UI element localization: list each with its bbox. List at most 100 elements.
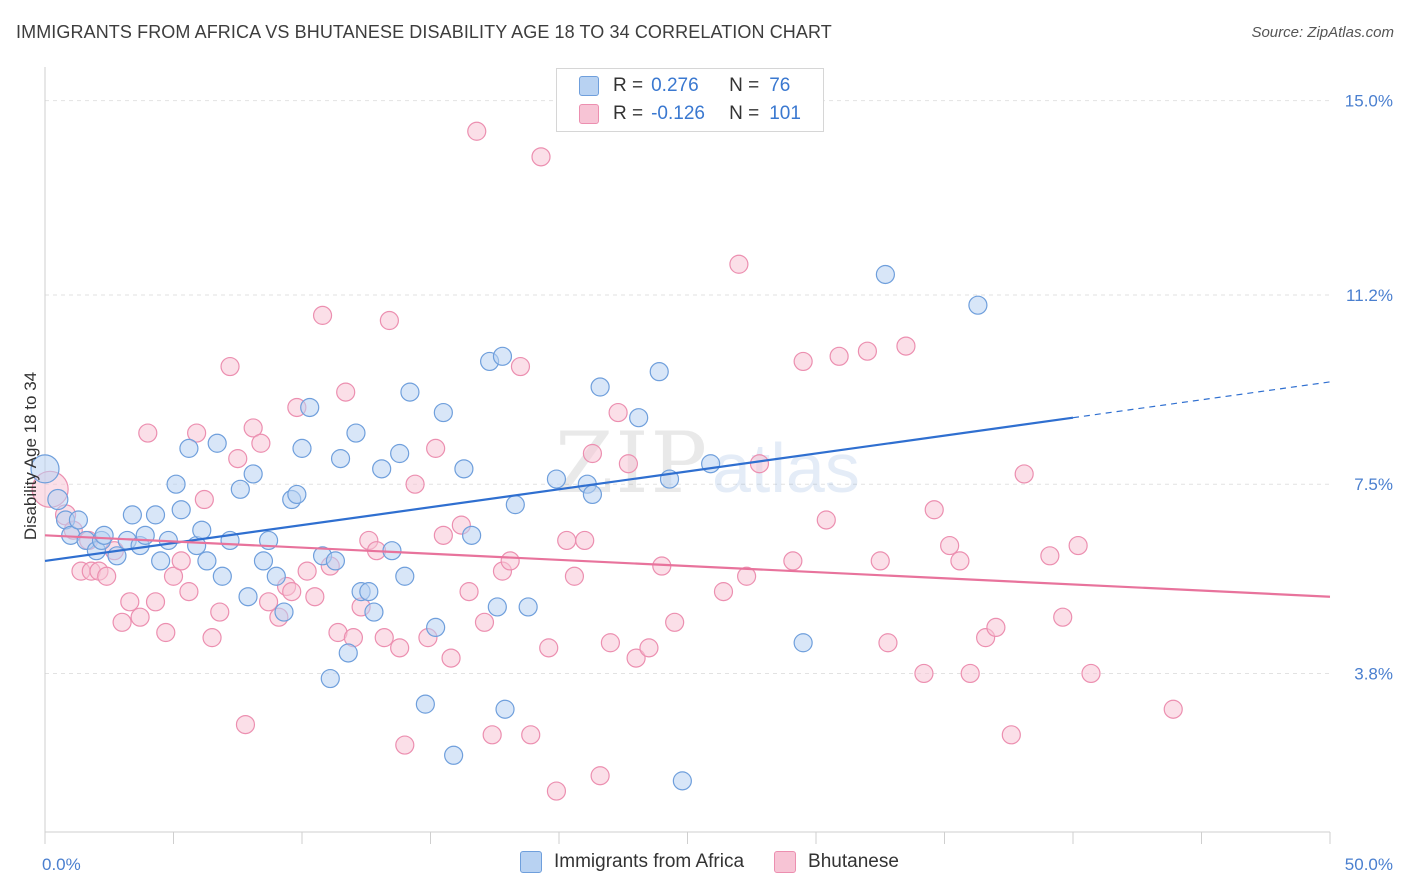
data-point-africa[interactable] bbox=[359, 582, 379, 602]
data-point-bhutanese[interactable] bbox=[163, 566, 184, 586]
data-point-bhutanese[interactable] bbox=[1040, 546, 1060, 566]
data-point-africa[interactable] bbox=[135, 525, 155, 545]
data-point-bhutanese[interactable] bbox=[1081, 663, 1101, 684]
data-point-bhutanese[interactable] bbox=[138, 423, 158, 443]
data-point-africa[interactable] bbox=[292, 438, 312, 458]
data-point-bhutanese[interactable] bbox=[557, 530, 577, 551]
data-point-bhutanese[interactable] bbox=[282, 582, 302, 602]
data-point-africa[interactable] bbox=[320, 668, 340, 689]
data-point-africa[interactable] bbox=[253, 551, 274, 571]
data-point-bhutanese[interactable] bbox=[539, 638, 559, 658]
data-point-bhutanese[interactable] bbox=[783, 551, 803, 571]
data-point-bhutanese[interactable] bbox=[194, 489, 214, 510]
data-point-bhutanese[interactable] bbox=[258, 592, 279, 612]
data-point-bhutanese[interactable] bbox=[433, 525, 453, 545]
data-point-africa[interactable] bbox=[300, 397, 320, 418]
data-point-africa[interactable] bbox=[390, 443, 410, 464]
data-point-bhutanese[interactable] bbox=[1068, 535, 1088, 556]
data-point-bhutanese[interactable] bbox=[120, 592, 140, 612]
legend-item-bhutanese[interactable]: Bhutanese bbox=[774, 851, 899, 873]
data-point-bhutanese[interactable] bbox=[600, 633, 621, 653]
data-point-africa[interactable] bbox=[287, 484, 307, 505]
data-point-bhutanese[interactable] bbox=[870, 551, 890, 571]
data-point-bhutanese[interactable] bbox=[829, 346, 849, 366]
data-point-africa[interactable] bbox=[495, 699, 515, 719]
data-point-africa[interactable] bbox=[518, 597, 538, 617]
data-point-bhutanese[interactable] bbox=[510, 356, 531, 377]
data-point-bhutanese[interactable] bbox=[390, 638, 410, 658]
legend-item-africa[interactable]: Immigrants from Africa bbox=[520, 851, 744, 873]
data-point-bhutanese[interactable] bbox=[405, 474, 425, 494]
data-point-africa[interactable] bbox=[582, 484, 603, 505]
data-point-bhutanese[interactable] bbox=[379, 310, 399, 331]
data-point-bhutanese[interactable] bbox=[914, 663, 934, 684]
data-point-bhutanese[interactable] bbox=[305, 587, 325, 607]
data-point-bhutanese[interactable] bbox=[1001, 725, 1021, 745]
data-point-africa[interactable] bbox=[230, 479, 250, 499]
data-point-africa[interactable] bbox=[492, 346, 513, 366]
data-point-bhutanese[interactable] bbox=[112, 612, 132, 632]
data-point-africa[interactable] bbox=[325, 551, 346, 571]
data-point-bhutanese[interactable] bbox=[130, 607, 150, 627]
data-point-africa[interactable] bbox=[444, 745, 464, 765]
data-point-africa[interactable] bbox=[793, 633, 813, 653]
data-point-africa[interactable] bbox=[372, 459, 392, 479]
data-point-africa[interactable] bbox=[462, 525, 482, 545]
data-point-africa[interactable] bbox=[400, 382, 420, 402]
data-point-africa[interactable] bbox=[266, 566, 286, 586]
data-point-bhutanese[interactable] bbox=[374, 628, 394, 648]
data-point-bhutanese[interactable] bbox=[228, 449, 248, 469]
data-point-africa[interactable] bbox=[546, 469, 567, 489]
data-point-bhutanese[interactable] bbox=[608, 402, 628, 423]
data-point-africa[interactable] bbox=[151, 551, 171, 571]
data-point-bhutanese[interactable] bbox=[986, 617, 1006, 638]
data-point-africa[interactable] bbox=[433, 402, 453, 423]
data-point-bhutanese[interactable] bbox=[582, 443, 603, 464]
data-point-africa[interactable] bbox=[364, 602, 384, 622]
data-point-bhutanese[interactable] bbox=[482, 725, 502, 745]
data-point-bhutanese[interactable] bbox=[441, 648, 461, 668]
data-point-bhutanese[interactable] bbox=[713, 582, 734, 602]
data-point-bhutanese[interactable] bbox=[737, 566, 757, 586]
data-point-africa[interactable] bbox=[192, 520, 212, 540]
data-point-africa[interactable] bbox=[330, 449, 351, 469]
data-point-bhutanese[interactable] bbox=[297, 561, 317, 581]
data-point-bhutanese[interactable] bbox=[1053, 607, 1073, 627]
data-point-bhutanese[interactable] bbox=[145, 592, 166, 612]
data-point-africa[interactable] bbox=[94, 525, 114, 545]
data-point-bhutanese[interactable] bbox=[749, 454, 770, 474]
data-point-bhutanese[interactable] bbox=[312, 305, 333, 325]
data-point-africa[interactable] bbox=[238, 587, 258, 607]
data-point-africa[interactable] bbox=[649, 362, 669, 382]
data-point-africa[interactable] bbox=[875, 264, 895, 285]
data-point-africa[interactable] bbox=[30, 454, 60, 484]
data-point-bhutanese[interactable] bbox=[251, 433, 271, 453]
data-point-africa[interactable] bbox=[338, 643, 358, 663]
data-point-africa[interactable] bbox=[346, 423, 366, 443]
data-point-bhutanese[interactable] bbox=[243, 418, 263, 438]
data-point-africa[interactable] bbox=[487, 597, 507, 617]
data-point-bhutanese[interactable] bbox=[235, 714, 256, 735]
data-point-bhutanese[interactable] bbox=[639, 638, 659, 658]
data-point-bhutanese[interactable] bbox=[924, 500, 944, 520]
data-point-bhutanese[interactable] bbox=[960, 663, 980, 684]
data-point-bhutanese[interactable] bbox=[1014, 464, 1034, 484]
data-point-africa[interactable] bbox=[274, 602, 294, 622]
data-point-bhutanese[interactable] bbox=[220, 356, 240, 377]
data-point-bhutanese[interactable] bbox=[187, 423, 207, 443]
data-point-bhutanese[interactable] bbox=[521, 725, 541, 745]
data-point-africa[interactable] bbox=[415, 694, 435, 714]
data-point-africa[interactable] bbox=[590, 377, 610, 397]
data-point-bhutanese[interactable] bbox=[878, 633, 898, 653]
data-point-bhutanese[interactable] bbox=[816, 510, 836, 530]
data-point-bhutanese[interactable] bbox=[531, 147, 551, 167]
data-point-africa[interactable] bbox=[207, 433, 227, 453]
data-point-africa[interactable] bbox=[629, 408, 649, 428]
data-point-africa[interactable] bbox=[243, 464, 263, 484]
data-point-africa[interactable] bbox=[212, 566, 232, 586]
data-point-bhutanese[interactable] bbox=[97, 566, 117, 586]
data-point-bhutanese[interactable] bbox=[618, 454, 638, 474]
data-point-bhutanese[interactable] bbox=[665, 612, 685, 632]
data-point-bhutanese[interactable] bbox=[793, 351, 813, 372]
data-point-africa[interactable] bbox=[47, 488, 69, 511]
